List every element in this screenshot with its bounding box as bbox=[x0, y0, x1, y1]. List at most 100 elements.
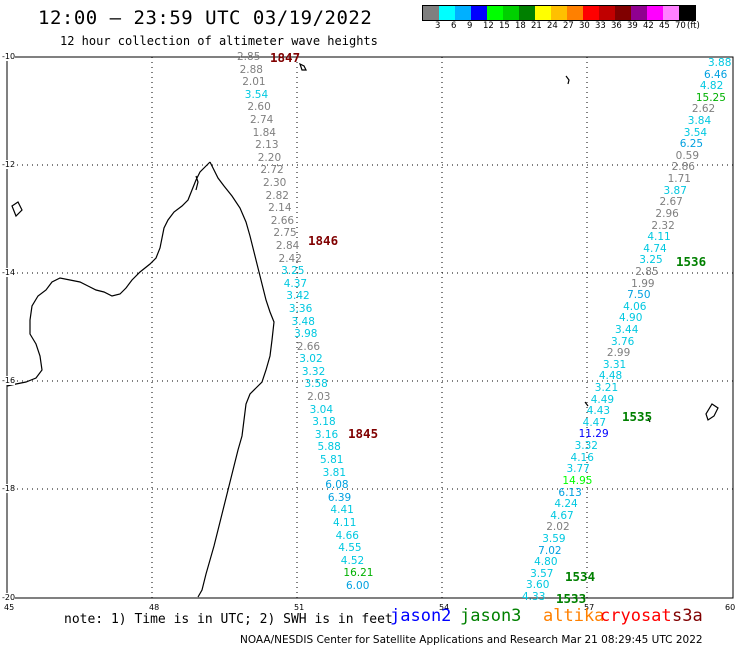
satellite-cryosat: cryosat bbox=[600, 606, 672, 626]
legend-swatch bbox=[567, 6, 583, 20]
wave-height-value: 3.31 bbox=[602, 358, 627, 371]
wave-height-value: 5.88 bbox=[317, 441, 341, 454]
longitude-tick: 54 bbox=[439, 603, 450, 612]
wave-height-value: 2.96 bbox=[655, 207, 679, 220]
legend-label: 24 bbox=[547, 21, 558, 31]
small-island-north bbox=[11, 201, 23, 218]
wave-height-value: 2.66 bbox=[270, 214, 295, 227]
track-time-label: 1847 bbox=[270, 50, 301, 65]
legend-swatch bbox=[663, 6, 679, 20]
wave-height-value: 2.20 bbox=[257, 151, 282, 164]
wave-height-value: 4.37 bbox=[283, 277, 308, 290]
wave-height-value: 3.02 bbox=[299, 353, 323, 366]
wave-height-value: 4.80 bbox=[534, 556, 558, 569]
legend-label: 6 bbox=[451, 21, 457, 31]
island-northeast-a bbox=[298, 62, 307, 71]
island-east-d bbox=[584, 401, 589, 407]
wave-height-value: 2.66 bbox=[296, 340, 321, 353]
legend-label: 27 bbox=[563, 21, 574, 31]
color-legend bbox=[422, 5, 696, 21]
legend-label: 42 bbox=[643, 21, 654, 31]
legend-label: 33 bbox=[595, 21, 606, 31]
wave-height-value: 3.32 bbox=[301, 365, 326, 378]
longitude-tick: 57 bbox=[584, 603, 595, 612]
wave-height-value: 7.02 bbox=[538, 544, 562, 557]
wave-height-value: 3.88 bbox=[708, 57, 732, 69]
wave-height-value: 4.74 bbox=[643, 242, 667, 255]
wave-height-value: 6.13 bbox=[558, 486, 582, 499]
wave-height-value: 2.72 bbox=[260, 164, 284, 177]
wave-height-value: 15.25 bbox=[695, 91, 726, 104]
wave-height-value: 6.08 bbox=[325, 479, 349, 492]
legend-swatch bbox=[487, 6, 503, 20]
legend-label: 12 bbox=[483, 21, 494, 31]
wave-height-value: 3.25 bbox=[639, 254, 663, 267]
wave-height-value: 3.25 bbox=[281, 265, 305, 278]
wave-height-value: 1.71 bbox=[667, 173, 691, 186]
wave-height-value: 3.87 bbox=[663, 184, 687, 197]
wave-height-value: 3.98 bbox=[294, 328, 318, 341]
latitude-tick: -20 bbox=[2, 593, 16, 602]
wave-height-value: 2.14 bbox=[268, 202, 292, 215]
madagascar-coastline bbox=[6, 161, 275, 598]
wave-height-value: 3.04 bbox=[309, 403, 334, 416]
wave-height-value: 4.06 bbox=[623, 300, 647, 313]
wave-height-value: 3.76 bbox=[610, 335, 635, 348]
wave-height-value: 4.47 bbox=[582, 416, 607, 429]
credit-line: NOAA/NESDIS Center for Satellite Applica… bbox=[240, 634, 703, 646]
satellite-altika: altika bbox=[543, 606, 605, 626]
wave-height-value: 4.52 bbox=[340, 554, 365, 567]
legend-label: (ft) bbox=[687, 21, 700, 31]
legend-swatch bbox=[503, 6, 519, 20]
legend-swatch bbox=[439, 6, 455, 20]
wave-height-value: 5.81 bbox=[320, 454, 344, 467]
legend-label: 18 bbox=[515, 21, 526, 31]
wave-height-value: 2.62 bbox=[691, 103, 716, 116]
wave-height-value: 3.54 bbox=[244, 88, 269, 101]
track-time-label: 1535 bbox=[622, 409, 653, 424]
legend-label: 21 bbox=[531, 21, 542, 31]
island-east-a bbox=[565, 75, 570, 85]
latitude-tick: -10 bbox=[2, 52, 16, 61]
wave-height-value: 3.77 bbox=[566, 463, 590, 476]
wave-height-value: 6.46 bbox=[703, 68, 728, 81]
longitude-tick: 60 bbox=[725, 603, 736, 612]
wave-height-value: 16.21 bbox=[343, 567, 374, 580]
legend-label: 3 bbox=[435, 21, 441, 31]
track-time-label: 1845 bbox=[348, 426, 379, 441]
wave-height-value: 2.42 bbox=[278, 252, 302, 265]
legend-swatch bbox=[583, 6, 599, 20]
wave-height-value: 4.49 bbox=[590, 393, 615, 406]
wave-height-value: 3.59 bbox=[542, 532, 566, 545]
legend-swatch bbox=[631, 6, 647, 20]
wave-height-value: 2.32 bbox=[651, 219, 675, 232]
wave-height-value: 1.84 bbox=[252, 126, 276, 139]
wave-height-value: 3.21 bbox=[594, 382, 619, 395]
legend-label: 30 bbox=[579, 21, 590, 31]
wave-height-value: 4.11 bbox=[647, 231, 671, 244]
wave-height-value: 3.36 bbox=[288, 302, 313, 315]
wave-height-value: 2.99 bbox=[606, 347, 631, 360]
wave-height-value: 4.55 bbox=[338, 542, 362, 555]
legend-swatch bbox=[455, 6, 471, 20]
latitude-tick: -12 bbox=[2, 160, 16, 169]
legend-swatch bbox=[615, 6, 631, 20]
wave-height-value: 14.95 bbox=[562, 474, 593, 487]
wave-height-value: 3.16 bbox=[314, 428, 339, 441]
wave-height-value: 4.48 bbox=[598, 370, 623, 383]
wave-height-value: 2.85 bbox=[237, 51, 261, 63]
wave-height-value: 3.58 bbox=[304, 378, 328, 391]
wave-height-value: 3.44 bbox=[615, 324, 639, 336]
wave-height-value: 2.85 bbox=[635, 265, 659, 278]
track-time-label: 1536 bbox=[676, 254, 707, 269]
wave-height-value: 4.43 bbox=[586, 405, 611, 418]
wave-height-value: 3.42 bbox=[286, 290, 310, 303]
wave-height-value: 6.00 bbox=[346, 580, 370, 592]
track-time-label: 1534 bbox=[565, 569, 596, 584]
track-time-label: 1846 bbox=[308, 233, 339, 248]
legend-label: 70 bbox=[675, 21, 686, 31]
wave-height-value: 2.75 bbox=[273, 227, 297, 240]
legend-swatch bbox=[599, 6, 615, 20]
wave-height-value: 4.33 bbox=[522, 591, 546, 603]
